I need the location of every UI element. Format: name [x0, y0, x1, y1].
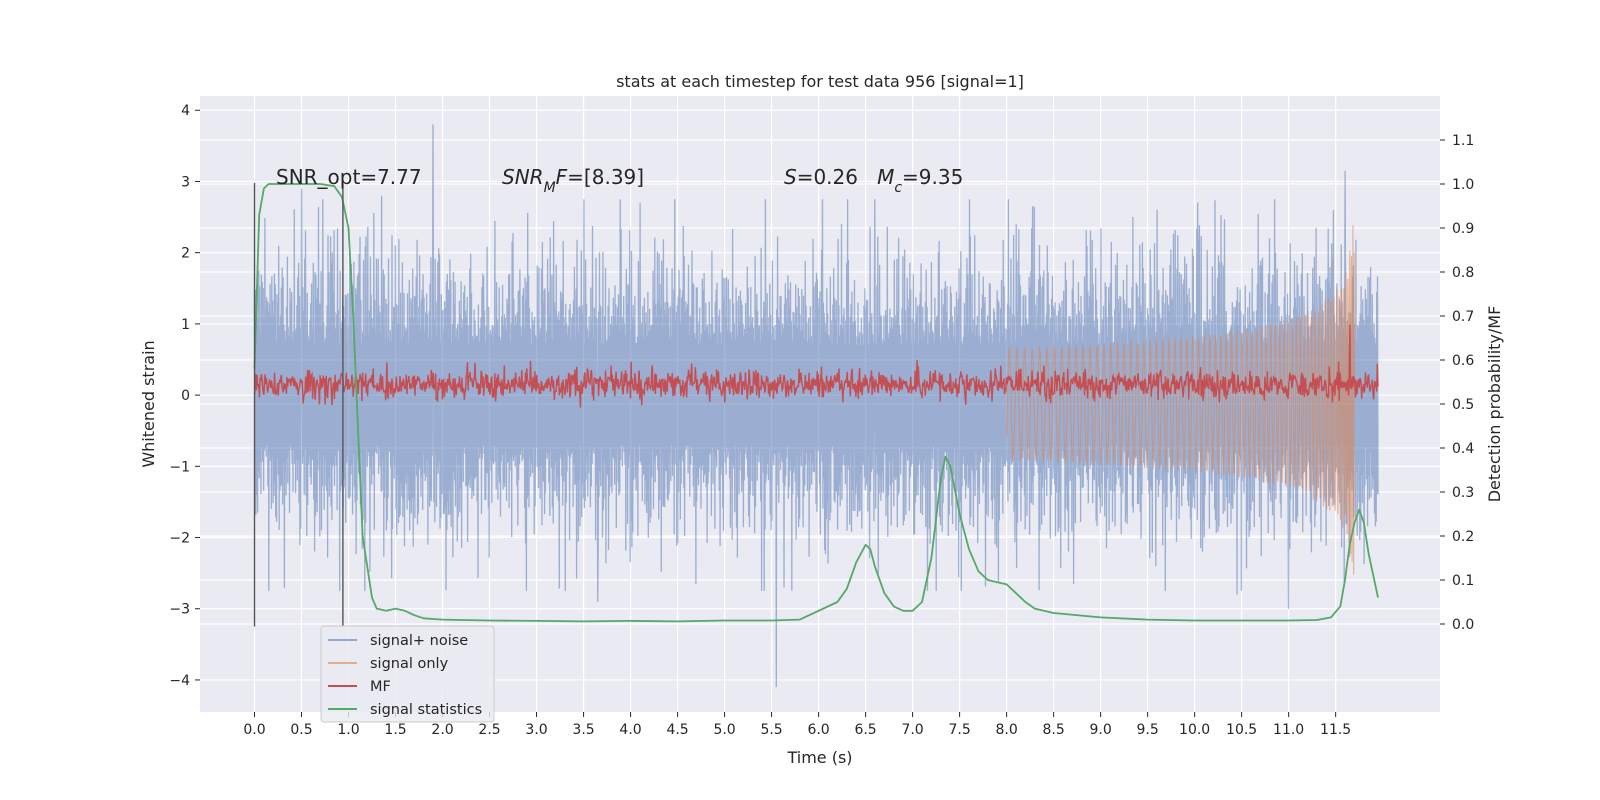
- y-left-tick-label: 4: [181, 103, 190, 119]
- legend-entry-signal-noise: signal+ noise: [328, 633, 468, 649]
- x-tick-label: 2.5: [478, 722, 500, 738]
- chart-title: stats at each timestep for test data 956…: [616, 72, 1024, 91]
- y-right-tick-label: 1.1: [1452, 133, 1474, 149]
- y-right-tick-label: 0.6: [1452, 353, 1474, 369]
- x-tick-label: 11.5: [1320, 722, 1351, 738]
- x-tick-label: 0.0: [243, 722, 265, 738]
- y-right-tick-label: 0.4: [1452, 441, 1474, 457]
- y-right-tick-label: 0.7: [1452, 309, 1474, 325]
- legend-label-mf: MF: [370, 679, 391, 695]
- annotation-snr-opt: SNR_opt=7.77: [276, 165, 422, 189]
- y-axis-left-label: Whitened strain: [139, 340, 158, 467]
- x-tick-label: 10.5: [1226, 722, 1257, 738]
- series-signal-statistics: [253, 183, 1379, 623]
- data-series: [253, 124, 1379, 688]
- legend-entry-signal-statistics: signal statistics: [328, 702, 482, 718]
- legend-label-signal-noise: signal+ noise: [370, 633, 468, 649]
- legend-entry-mf: MF: [328, 679, 391, 695]
- x-tick-label: 6.5: [854, 722, 876, 738]
- x-tick-label: 3.0: [525, 722, 547, 738]
- legend-label-signal-only: signal only: [370, 656, 449, 672]
- legend-box: [320, 625, 495, 723]
- series-mf: [253, 324, 1379, 408]
- axis-ticks: 0.0 0.5 1.0 1.5 2.0 2.5 3.0 3.5 4.0 4.5 5.0 5.5 6.0 6…: [169, 103, 1474, 738]
- series-signal-noise: [253, 124, 1379, 688]
- y-left-tick-label: 1: [181, 317, 190, 333]
- y-left-tick-label: −4: [169, 673, 190, 689]
- x-tick-label: 2.0: [431, 722, 453, 738]
- x-tick-label: 3.5: [572, 722, 594, 738]
- y-left-tick-label: −3: [169, 602, 190, 618]
- x-tick-label: 5.5: [760, 722, 782, 738]
- y-left-tick-label: 3: [181, 174, 190, 190]
- y-right-tick-label: 0.0: [1452, 617, 1474, 633]
- y-left-tick-label: −1: [169, 459, 190, 475]
- y-right-tick-label: 0.2: [1452, 529, 1474, 545]
- x-tick-label: 8.5: [1042, 722, 1064, 738]
- x-tick-label: 11.0: [1273, 722, 1304, 738]
- legend-entry-signal-only: signal only: [328, 656, 449, 672]
- y-axis-right-label: Detection probability/MF: [1485, 306, 1504, 503]
- annotation-s-mc: S=0.26 Mc=9.35: [784, 165, 963, 196]
- y-right-tick-label: 1.0: [1452, 177, 1474, 193]
- y-left-tick-label: 2: [181, 246, 190, 262]
- x-tick-label: 7.5: [948, 722, 970, 738]
- x-tick-label: 1.0: [337, 722, 359, 738]
- x-tick-label: 7.0: [901, 722, 923, 738]
- x-tick-label: 4.0: [619, 722, 641, 738]
- y-right-tick-label: 0.3: [1452, 485, 1474, 501]
- y-right-tick-label: 0.8: [1452, 265, 1474, 281]
- y-left-tick-label: −2: [169, 531, 190, 547]
- x-tick-label: 9.0: [1089, 722, 1111, 738]
- y-right-tick-label: 0.5: [1452, 397, 1474, 413]
- series-signal-only: [1006, 225, 1356, 575]
- y-left-tick-label: 0: [181, 388, 190, 404]
- legend-label-signal-statistics: signal statistics: [370, 702, 482, 718]
- x-tick-label: 8.0: [995, 722, 1017, 738]
- signal-window-lines: [253, 182, 344, 627]
- x-tick-label: 9.5: [1136, 722, 1158, 738]
- x-tick-label: 4.5: [666, 722, 688, 738]
- annotations: SNR_opt=7.77 SNRMF=[8.39] S=0.26 Mc=9.35: [276, 165, 963, 196]
- x-tick-label: 0.5: [290, 722, 312, 738]
- x-tick-label: 6.0: [807, 722, 829, 738]
- legend: signal+ noise signal only MF signal stat…: [320, 625, 495, 723]
- x-tick-label: 5.0: [713, 722, 735, 738]
- y-right-tick-label: 0.9: [1452, 221, 1474, 237]
- x-tick-label: 10.0: [1179, 722, 1210, 738]
- annotation-snr-mf: SNRMF=[8.39]: [502, 165, 644, 196]
- x-axis-label: Time (s): [786, 748, 852, 767]
- y-right-tick-label: 0.1: [1452, 573, 1474, 589]
- x-tick-label: 1.5: [384, 722, 406, 738]
